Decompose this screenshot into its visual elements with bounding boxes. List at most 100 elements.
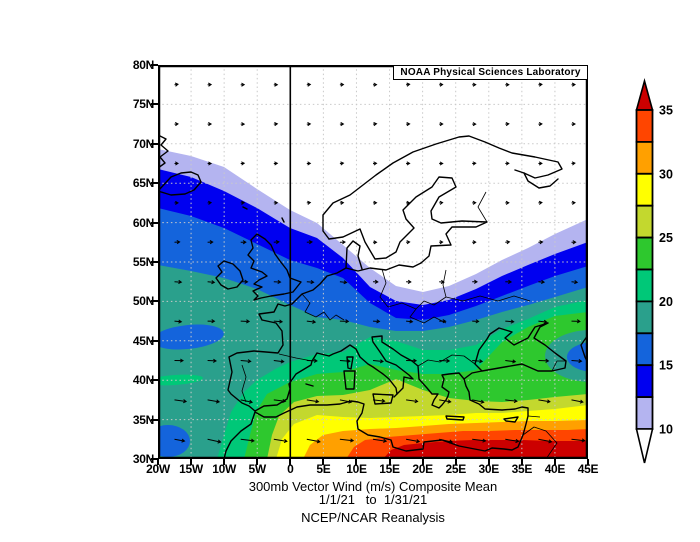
graticule (158, 65, 588, 459)
wind-vector-arrow (505, 82, 510, 87)
wind-vector-arrow (439, 438, 454, 444)
wind-vector-arrow (571, 240, 577, 245)
wind-vector-arrow (439, 121, 444, 127)
wind-vector-arrow (406, 279, 412, 284)
lat-tick (151, 379, 158, 382)
wind-vector-arrow (406, 399, 419, 404)
wind-vector-arrow (207, 240, 214, 245)
wind-vector-arrow (240, 200, 246, 205)
lat-tick (151, 182, 158, 185)
colorbar-segment (635, 141, 654, 175)
wind-vector-arrow (505, 438, 520, 444)
wind-vector-arrow (240, 240, 247, 245)
wind-vector-arrow (273, 161, 279, 166)
lon-tick-label: 0 (287, 462, 294, 476)
wind-vector-arrow (571, 399, 584, 404)
lon-tick (454, 459, 457, 465)
lon-tick-label: 5W (248, 462, 267, 476)
wind-vector-arrow (273, 319, 284, 324)
wind-vector-arrow (339, 82, 345, 87)
colorbar-segment (635, 172, 654, 207)
wind-vector-arrow (240, 82, 246, 87)
wind-vector-arrow (439, 82, 444, 87)
colorbar-tick-label: 20 (659, 295, 673, 309)
map-frame (158, 65, 588, 459)
wind-vector-arrow (472, 319, 480, 324)
wind-vector-arrow (174, 161, 179, 166)
wind-vector-arrow (571, 200, 576, 205)
lat-tick-label: 30N (132, 452, 154, 466)
wind-vector-arrow (439, 240, 444, 245)
wind-vector-arrow (339, 319, 350, 324)
wind-vector-arrow (306, 279, 315, 285)
colorbar-segment (635, 236, 654, 271)
wind-vector-arrow (505, 359, 517, 364)
wind-vector-arrow (339, 240, 346, 245)
lat-tick (151, 458, 158, 460)
lon-tick-label: 15E (379, 462, 400, 476)
wind-vector-arrow (372, 398, 386, 403)
wind-vector-arrow (571, 82, 576, 87)
wind-vector-arrow (273, 239, 280, 245)
wind-vector-arrow (571, 161, 576, 166)
wind-vector-arrow (240, 399, 254, 404)
wind-vector-arrow (339, 438, 355, 443)
colorbar-tick-label: 10 (659, 423, 673, 437)
lat-tick-label: 60N (132, 215, 154, 230)
wind-vector-arrow (472, 240, 477, 245)
lat-tick-label: 75N (132, 97, 154, 112)
colorbar-segment (635, 268, 654, 303)
lat-tick-label: 40N (132, 373, 154, 388)
colorbar-tick-label: 35 (659, 104, 673, 118)
lon-tick (355, 459, 358, 465)
chart-title: 300mb Vector Wind (m/s) Composite Mean (248, 479, 498, 494)
wind-vector-arrow (273, 359, 285, 364)
wind-vector-arrow (240, 438, 255, 443)
lat-tick (151, 142, 158, 145)
wind-vector-arrow (207, 280, 216, 285)
lat-tick (151, 339, 158, 342)
wind-vector-arrow (339, 161, 345, 166)
lon-tick (289, 459, 292, 465)
wind-vector-arrow (339, 358, 351, 364)
lon-tick (256, 459, 259, 465)
wind-vector-arrow (439, 399, 452, 404)
wind-vector-arrow (306, 319, 317, 324)
lat-tick-label: 70N (132, 136, 154, 151)
lon-tick-label: 20E (412, 462, 433, 476)
wind-vector-arrow (439, 279, 445, 285)
lat-tick (151, 64, 158, 66)
lat-tick (151, 418, 158, 421)
wind-vector-arrow (372, 279, 379, 284)
wind-vector-arrow (372, 161, 378, 166)
wind-vector-arrow (538, 399, 551, 404)
colorbar-segment (635, 300, 654, 335)
wind-vector-arrow (439, 200, 444, 205)
wind-vector-arrow (207, 82, 213, 87)
colorbar-over-arrow (635, 77, 654, 111)
wind-vector-arrow (538, 82, 543, 87)
wind-vector-arrow (538, 161, 543, 166)
lon-tick (322, 459, 325, 465)
colorbar-tick-label: 30 (659, 167, 673, 181)
lon-tick (553, 459, 556, 465)
wind-vector-arrow (174, 399, 188, 404)
wind-vector-arrow (472, 122, 477, 127)
wind-vector-arrow (240, 161, 246, 166)
lon-tick-label: 20W (146, 462, 170, 476)
lat-tick-label: 50N (132, 294, 154, 309)
wind-vector-arrow (472, 399, 485, 404)
lon-tick (587, 459, 589, 465)
colorbar: 35 30 25 20 15 10 (635, 77, 673, 464)
lon-tick (421, 459, 424, 465)
wind-vector-arrow (174, 279, 183, 285)
wind-vector-arrow (505, 279, 513, 284)
wind-vectors (174, 82, 586, 444)
wind-vector-arrow (207, 319, 216, 324)
wind-vector-arrow (571, 438, 586, 443)
lon-tick-label: 5E (316, 462, 331, 476)
map-canvas (158, 65, 588, 459)
lat-tick (151, 221, 158, 224)
colorbar-segment (635, 396, 654, 430)
wind-vector-arrow (207, 200, 213, 205)
